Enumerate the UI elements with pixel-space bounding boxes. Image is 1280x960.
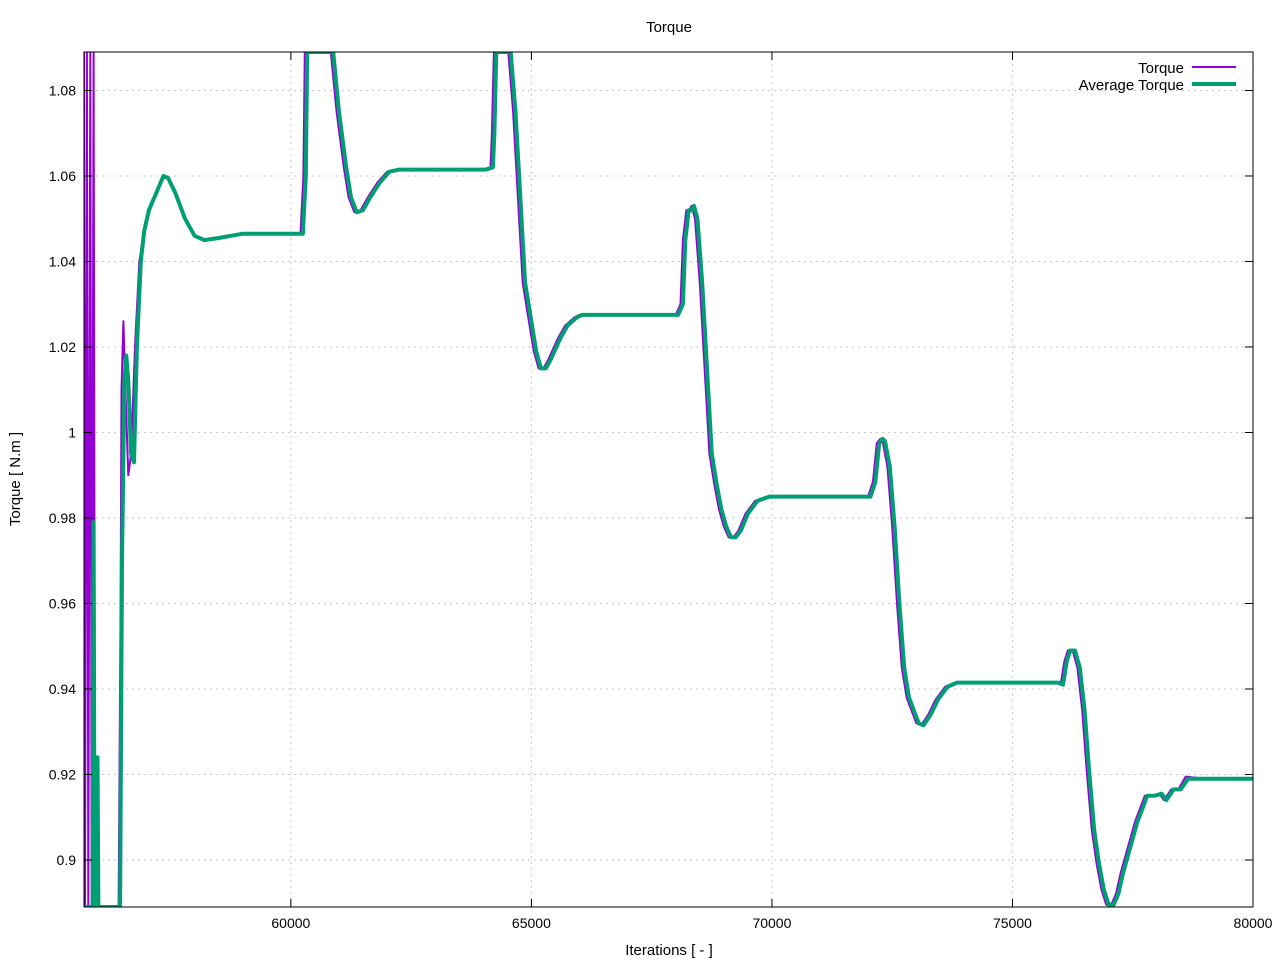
x-tick-label: 65000 <box>512 915 551 931</box>
x-tick-label: 75000 <box>993 915 1032 931</box>
chart-title: Torque <box>646 19 692 36</box>
x-tick-label: 60000 <box>271 915 310 931</box>
y-tick-label: 0.92 <box>49 766 76 782</box>
ticks <box>84 52 1254 907</box>
y-tick-labels: 0.9 0.92 0.94 0.96 0.98 1 1.02 1.04 1.06 1.08 <box>49 82 77 868</box>
y-tick-label: 1.04 <box>49 253 76 269</box>
legend-label-torque: Torque <box>1138 60 1184 77</box>
y-tick-label: 0.9 <box>57 852 77 868</box>
y-axis-label: Torque [ N.m ] <box>7 432 24 526</box>
y-tick-label: 0.94 <box>49 681 76 697</box>
x-tick-label: 70000 <box>752 915 791 931</box>
plot-frame <box>83 51 1254 908</box>
y-tick-label: 1 <box>68 424 76 440</box>
x-tick-label: 80000 <box>1234 915 1273 931</box>
x-tick-labels: 60000 65000 70000 75000 80000 <box>271 915 1272 931</box>
legend-label-average-torque: Average Torque <box>1079 77 1184 94</box>
y-tick-label: 0.98 <box>49 510 76 526</box>
legend: Torque Average Torque <box>1079 60 1236 94</box>
y-tick-label: 0.96 <box>49 595 76 611</box>
y-tick-label: 1.02 <box>49 339 76 355</box>
series-layer <box>84 52 1253 907</box>
y-tick-label: 1.08 <box>49 82 76 98</box>
series-line-average-torque <box>84 52 1253 907</box>
y-tick-label: 1.06 <box>49 168 76 184</box>
x-axis-label: Iterations [ - ] <box>625 942 713 959</box>
